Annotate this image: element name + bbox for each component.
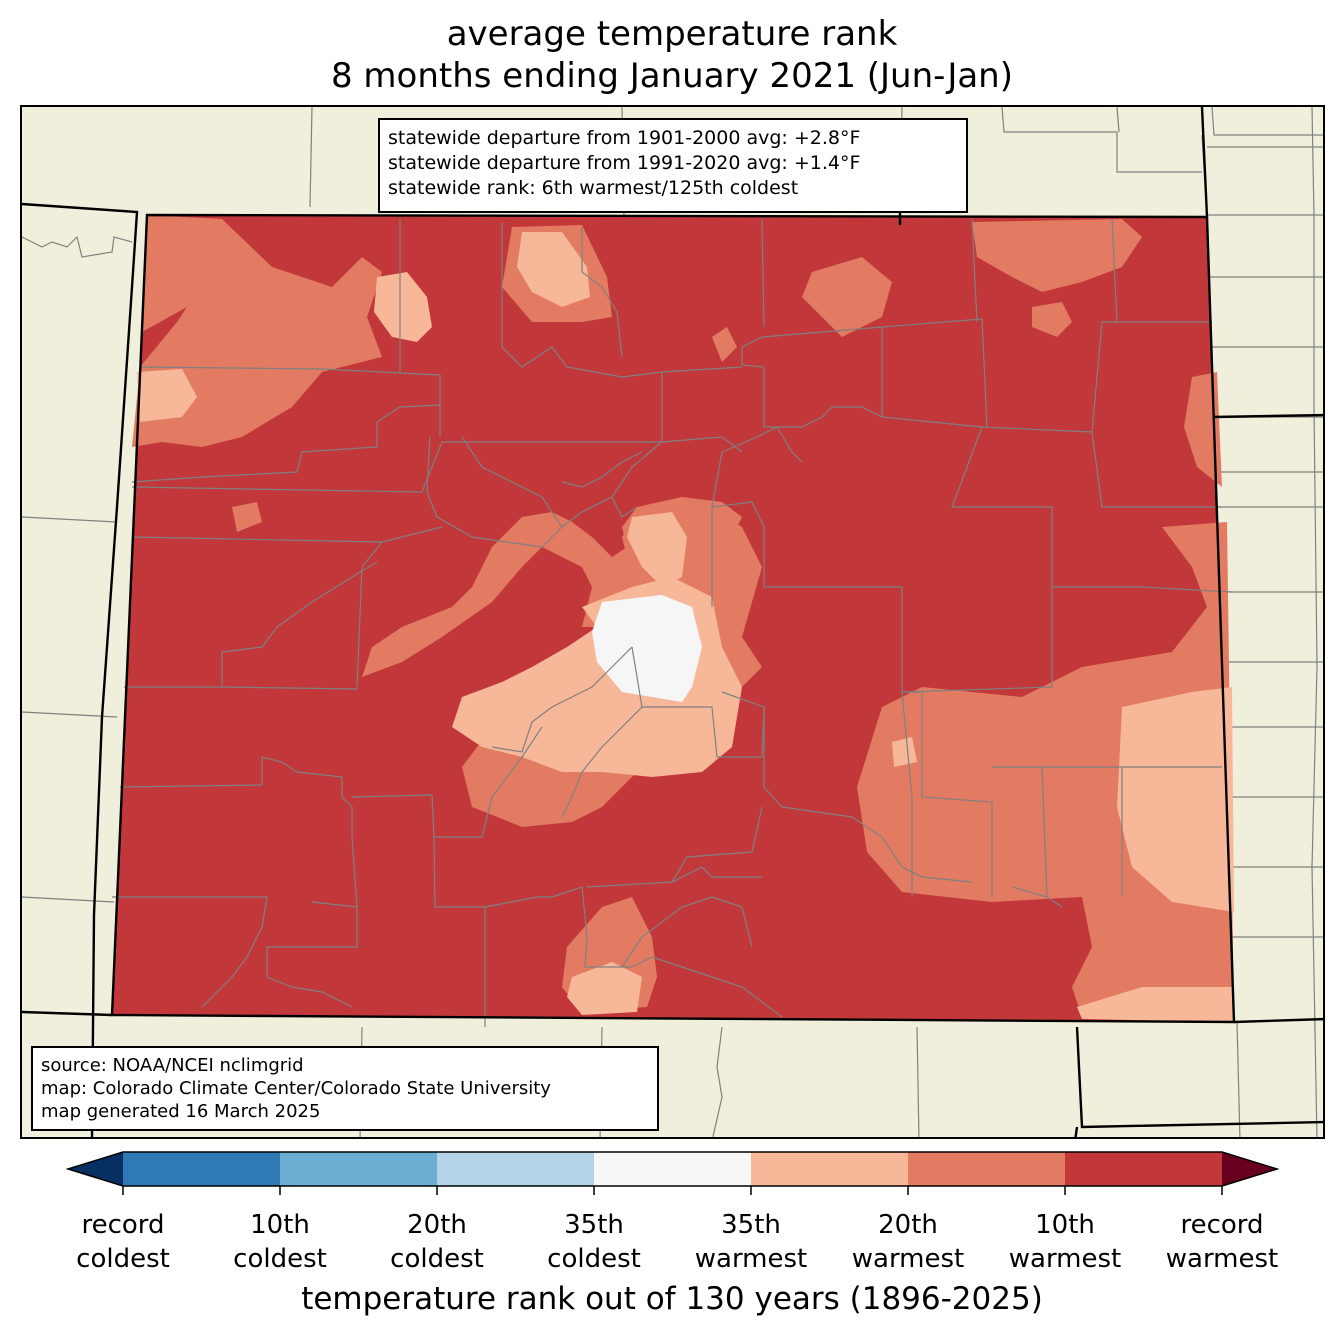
colorbar-segment-35th-coldest bbox=[437, 1152, 594, 1186]
source-box: source: NOAA/NCEI nclimgrid map: Colorad… bbox=[31, 1046, 659, 1131]
region-near-normal bbox=[592, 595, 702, 702]
tick-label-20th-coldest: 20th coldest bbox=[390, 1210, 484, 1274]
tick-label-record-coldest: record coldest bbox=[76, 1210, 170, 1274]
colorbar-segment-10th-warmest bbox=[1065, 1152, 1222, 1186]
tick-label-record-warmest: record warmest bbox=[1165, 1210, 1279, 1274]
stats-departure-1991-2020: statewide departure from 1991-2020 avg: … bbox=[388, 152, 861, 174]
tick-label-35th-warmest: 35th warmest bbox=[694, 1210, 808, 1274]
tick-label-20th-warmest: 20th warmest bbox=[851, 1210, 965, 1274]
source-map-line: map: Colorado Climate Center/Colorado St… bbox=[41, 1078, 551, 1099]
colorbar-extend-record-warmest bbox=[1222, 1152, 1277, 1186]
colorbar-title: temperature rank out of 130 years (1896-… bbox=[301, 1281, 1043, 1317]
statewide-stats-box: statewide departure from 1901-2000 avg: … bbox=[378, 118, 968, 213]
source-data-line: source: NOAA/NCEI nclimgrid bbox=[41, 1055, 304, 1076]
tick-label-10th-warmest: 10th warmest bbox=[1008, 1210, 1122, 1274]
tick-label-10th-coldest: 10th coldest bbox=[233, 1210, 327, 1274]
colorado-county-lines bbox=[112, 218, 1233, 1027]
colorbar-segment-35th-warmest bbox=[751, 1152, 908, 1186]
stats-statewide-rank: statewide rank: 6th warmest/125th coldes… bbox=[388, 177, 799, 199]
colorbar bbox=[65, 1151, 1280, 1195]
map-title-line2: 8 months ending January 2021 (Jun-Jan) bbox=[330, 56, 1013, 96]
colorbar-segment-20th-warmest bbox=[908, 1152, 1065, 1186]
colorbar-segment-normal bbox=[594, 1152, 751, 1186]
map-title-line1: average temperature rank bbox=[446, 14, 898, 54]
map-panel bbox=[20, 105, 1325, 1139]
colorbar-extend-record-coldest bbox=[68, 1152, 123, 1186]
stats-departure-1901-2000: statewide departure from 1901-2000 avg: … bbox=[388, 127, 861, 149]
colorbar-segment-20th-coldest bbox=[280, 1152, 437, 1186]
tick-label-35th-coldest: 35th coldest bbox=[547, 1210, 641, 1274]
source-generated-line: map generated 16 March 2025 bbox=[41, 1101, 321, 1122]
colorbar-ticks bbox=[122, 1186, 1223, 1195]
colorado-rank-map bbox=[22, 107, 1323, 1137]
colorbar-segment-10th-coldest bbox=[123, 1152, 280, 1186]
state-borders bbox=[22, 107, 1323, 1137]
